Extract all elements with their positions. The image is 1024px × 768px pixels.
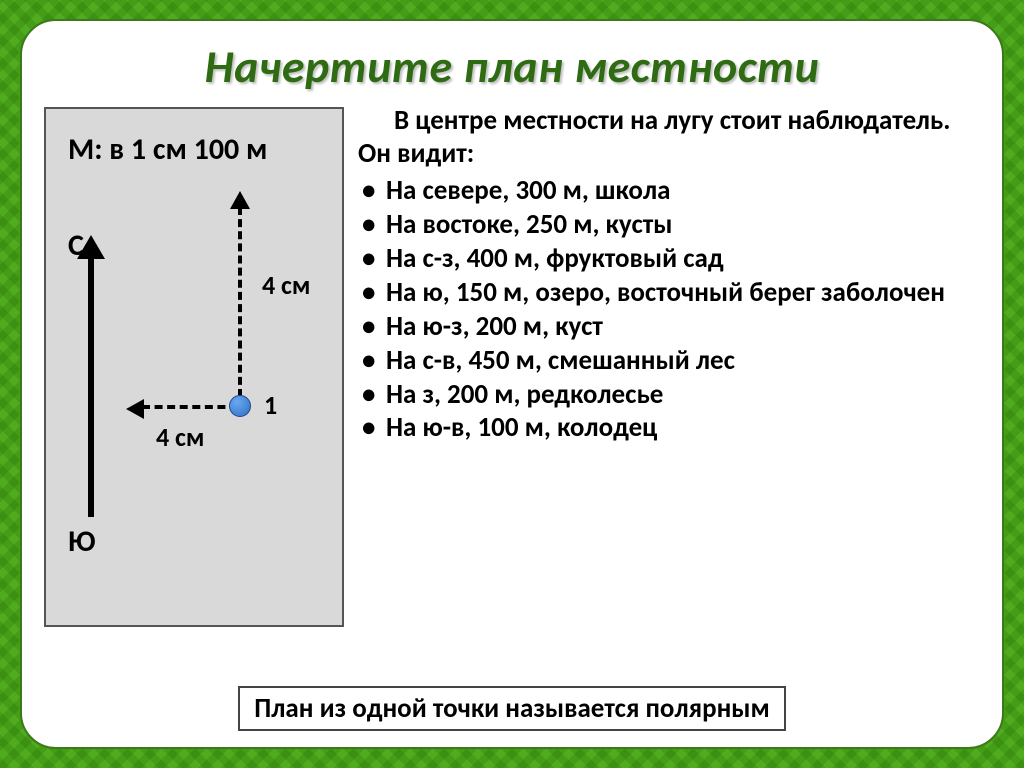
dashed-horizontal-arrow-icon bbox=[142, 405, 238, 409]
list-item: На востоке, 250 м, кусты bbox=[358, 209, 980, 242]
diagram-panel: М: в 1 см 100 м С Ю 4 см 4 см 1 bbox=[44, 107, 344, 627]
observer-dot-icon bbox=[229, 395, 251, 417]
north-arrow-icon bbox=[88, 257, 94, 517]
measure-horizontal-label: 4 см bbox=[156, 421, 204, 453]
list-item: На ю-з, 200 м, куст bbox=[358, 311, 980, 344]
list-item: На ю, 150 м, озеро, восточный берег забо… bbox=[358, 277, 980, 310]
list-item: На севере, 300 м, школа bbox=[358, 175, 980, 208]
dashed-vertical-arrow-icon bbox=[238, 207, 242, 397]
list-item: На с-в, 450 м, смешанный лес bbox=[358, 345, 980, 378]
slide-title: Начертите план местности bbox=[44, 39, 980, 95]
slide-card: Начертите план местности М: в 1 см 100 м… bbox=[20, 19, 1004, 749]
text-column: В центре местности на лугу стоит наблюда… bbox=[358, 101, 980, 680]
footnote-box: План из одной точки называется полярным bbox=[238, 686, 786, 731]
intro-text: В центре местности на лугу стоит наблюда… bbox=[358, 105, 980, 171]
observations-list: На севере, 300 м, школа На востоке, 250 … bbox=[358, 175, 980, 446]
list-item: На с-з, 400 м, фруктовый сад bbox=[358, 243, 980, 276]
list-item: На з, 200 м, редколесье bbox=[358, 379, 980, 412]
list-item: На ю-в, 100 м, колодец bbox=[358, 412, 980, 445]
measure-vertical-label: 4 см bbox=[262, 269, 310, 301]
south-label: Ю bbox=[68, 523, 95, 560]
observer-number-label: 1 bbox=[264, 389, 277, 421]
scale-label: М: в 1 см 100 м bbox=[68, 131, 267, 168]
content-row: М: в 1 см 100 м С Ю 4 см 4 см 1 В центре… bbox=[44, 101, 980, 680]
